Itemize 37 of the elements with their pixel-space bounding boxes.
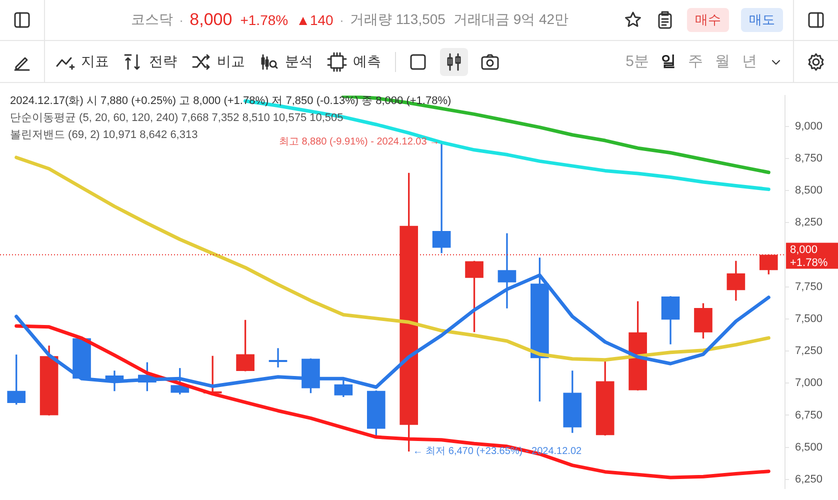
text: ▲140 bbox=[296, 12, 334, 28]
annotation: ← 최저 6,470 (+23.65%) - 2024.12.02 bbox=[412, 446, 582, 457]
y-tick-label: 6,250 bbox=[795, 473, 823, 486]
y-tick-label: 8,250 bbox=[795, 216, 823, 229]
y-tick-label: 9,000 bbox=[795, 120, 823, 132]
y-tick-label: 6,750 bbox=[795, 409, 823, 422]
y-tick-label: 7,000 bbox=[795, 377, 823, 390]
annotation: 볼린저밴드 (69, 2) 10,971 8,642 6,313 bbox=[10, 129, 198, 141]
text: 지표 bbox=[81, 52, 109, 70]
text: 비교 bbox=[217, 52, 245, 70]
text: 거래량 113,505 bbox=[350, 11, 446, 29]
candlestick bbox=[268, 348, 288, 368]
text: 8,000 bbox=[190, 10, 232, 30]
text: 주 bbox=[688, 52, 703, 71]
y-tick-label: 8,500 bbox=[795, 184, 823, 197]
annotation: 단순이동평균 (5, 20, 60, 120, 240) 7,668 7,352 8,510 10,575 10,505 bbox=[10, 112, 344, 124]
text: 분석 bbox=[285, 52, 313, 70]
y-tick-label: 7,500 bbox=[795, 312, 823, 325]
y-tick-label: 8,750 bbox=[795, 152, 823, 165]
text: 예측 bbox=[353, 52, 381, 70]
text: 월 bbox=[715, 52, 730, 71]
text: · bbox=[179, 12, 184, 28]
text: 5분 bbox=[626, 52, 649, 71]
candlestick bbox=[432, 141, 451, 254]
text: 년 bbox=[742, 52, 757, 71]
text: 매도 bbox=[749, 12, 775, 27]
ref-line-label: 8,000 +1.78% bbox=[790, 244, 828, 269]
text: 매수 bbox=[695, 12, 721, 27]
text: 일 bbox=[661, 52, 676, 71]
text: 전략 bbox=[149, 52, 177, 70]
y-tick-label: 6,500 bbox=[795, 441, 823, 454]
text: · bbox=[339, 12, 344, 28]
text: 코스닥 bbox=[131, 11, 173, 29]
text: 거래대금 9억 42만 bbox=[453, 11, 569, 29]
text: +1.78% bbox=[240, 12, 288, 28]
y-tick-label: 7,750 bbox=[795, 280, 823, 293]
y-tick-label: 7,250 bbox=[795, 345, 823, 358]
